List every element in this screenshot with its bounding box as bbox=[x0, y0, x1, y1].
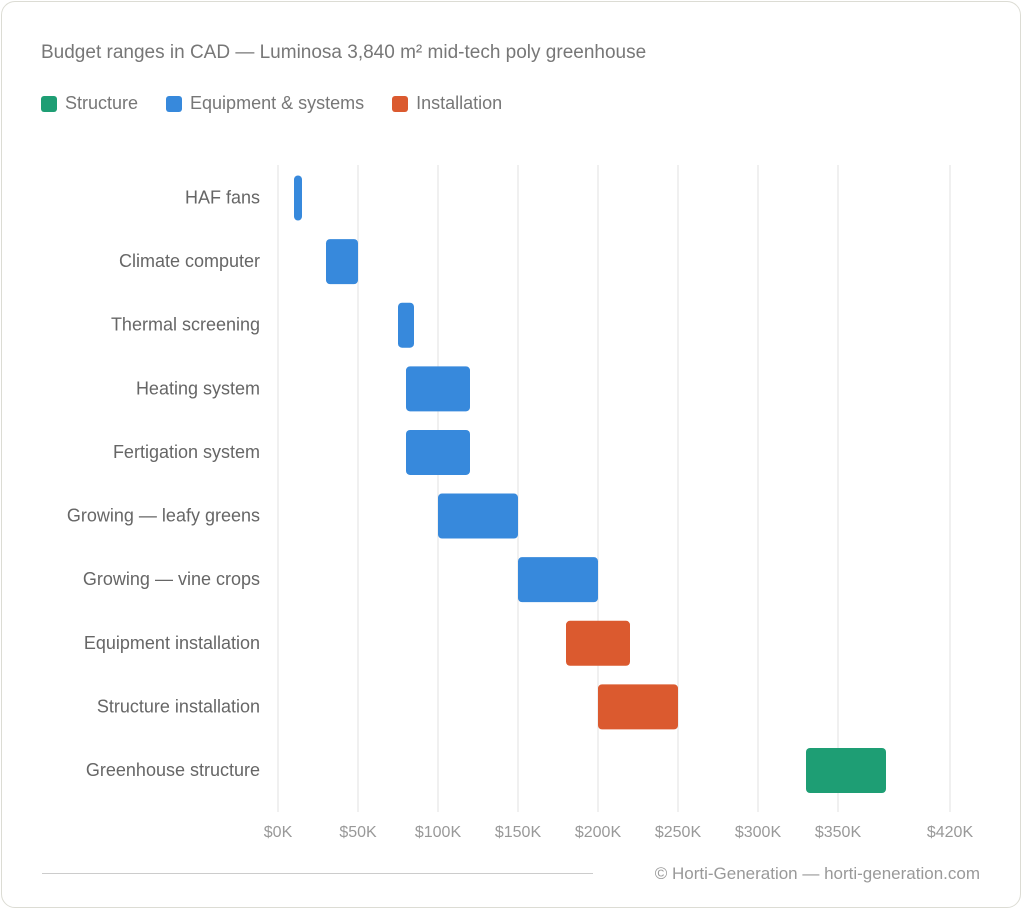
range-bar bbox=[398, 302, 414, 348]
range-bar bbox=[598, 684, 678, 730]
legend-item-equipment: Equipment & systems bbox=[166, 93, 364, 114]
y-category-label: Equipment installation bbox=[84, 633, 260, 653]
legend-label: Structure bbox=[65, 93, 139, 113]
legend-label: Installation bbox=[416, 93, 503, 113]
legend-item-installation: Installation bbox=[392, 93, 502, 114]
legend-swatch bbox=[41, 95, 57, 112]
footer-credit: © Horti-Generation — horti-generation.co… bbox=[654, 864, 980, 883]
y-category-label: HAF fans bbox=[185, 188, 260, 208]
x-tick-label: $150K bbox=[495, 824, 542, 841]
x-tick-label: $50K bbox=[339, 824, 377, 841]
range-bar bbox=[566, 620, 630, 666]
legend: Structure Equipment & systems Installati… bbox=[41, 93, 502, 114]
legend-swatch bbox=[392, 95, 409, 112]
x-tick-label: $200K bbox=[575, 824, 622, 841]
x-tick-label: $0K bbox=[264, 824, 293, 841]
y-category-label: Heating system bbox=[136, 378, 260, 398]
range-bar bbox=[806, 748, 886, 793]
footer-divider bbox=[42, 873, 593, 874]
x-tick-label: $250K bbox=[655, 824, 702, 841]
range-bar bbox=[406, 366, 470, 412]
x-tick-label: $420K bbox=[927, 824, 974, 841]
y-category-label: Structure installation bbox=[97, 696, 260, 716]
range-bar bbox=[294, 175, 302, 221]
range-bar bbox=[326, 239, 358, 285]
x-tick-label: $300K bbox=[735, 824, 782, 841]
y-category-label: Thermal screening bbox=[111, 315, 260, 335]
range-bar bbox=[406, 429, 470, 475]
legend-label: Equipment & systems bbox=[190, 93, 365, 113]
y-category-label: Climate computer bbox=[119, 251, 260, 271]
y-category-label: Fertigation system bbox=[113, 442, 260, 462]
range-bar bbox=[438, 493, 518, 539]
range-bar bbox=[518, 557, 598, 603]
legend-item-structure: Structure bbox=[41, 93, 138, 114]
chart-title: Budget ranges in CAD — Luminosa 3,840 m²… bbox=[41, 42, 647, 63]
legend-swatch bbox=[166, 95, 183, 112]
y-category-label: Growing — vine crops bbox=[83, 569, 260, 589]
x-tick-label: $100K bbox=[415, 824, 462, 841]
y-category-label: Greenhouse structure bbox=[86, 760, 260, 780]
x-tick-label: $350K bbox=[815, 824, 862, 841]
y-category-label: Growing — leafy greens bbox=[67, 506, 260, 526]
